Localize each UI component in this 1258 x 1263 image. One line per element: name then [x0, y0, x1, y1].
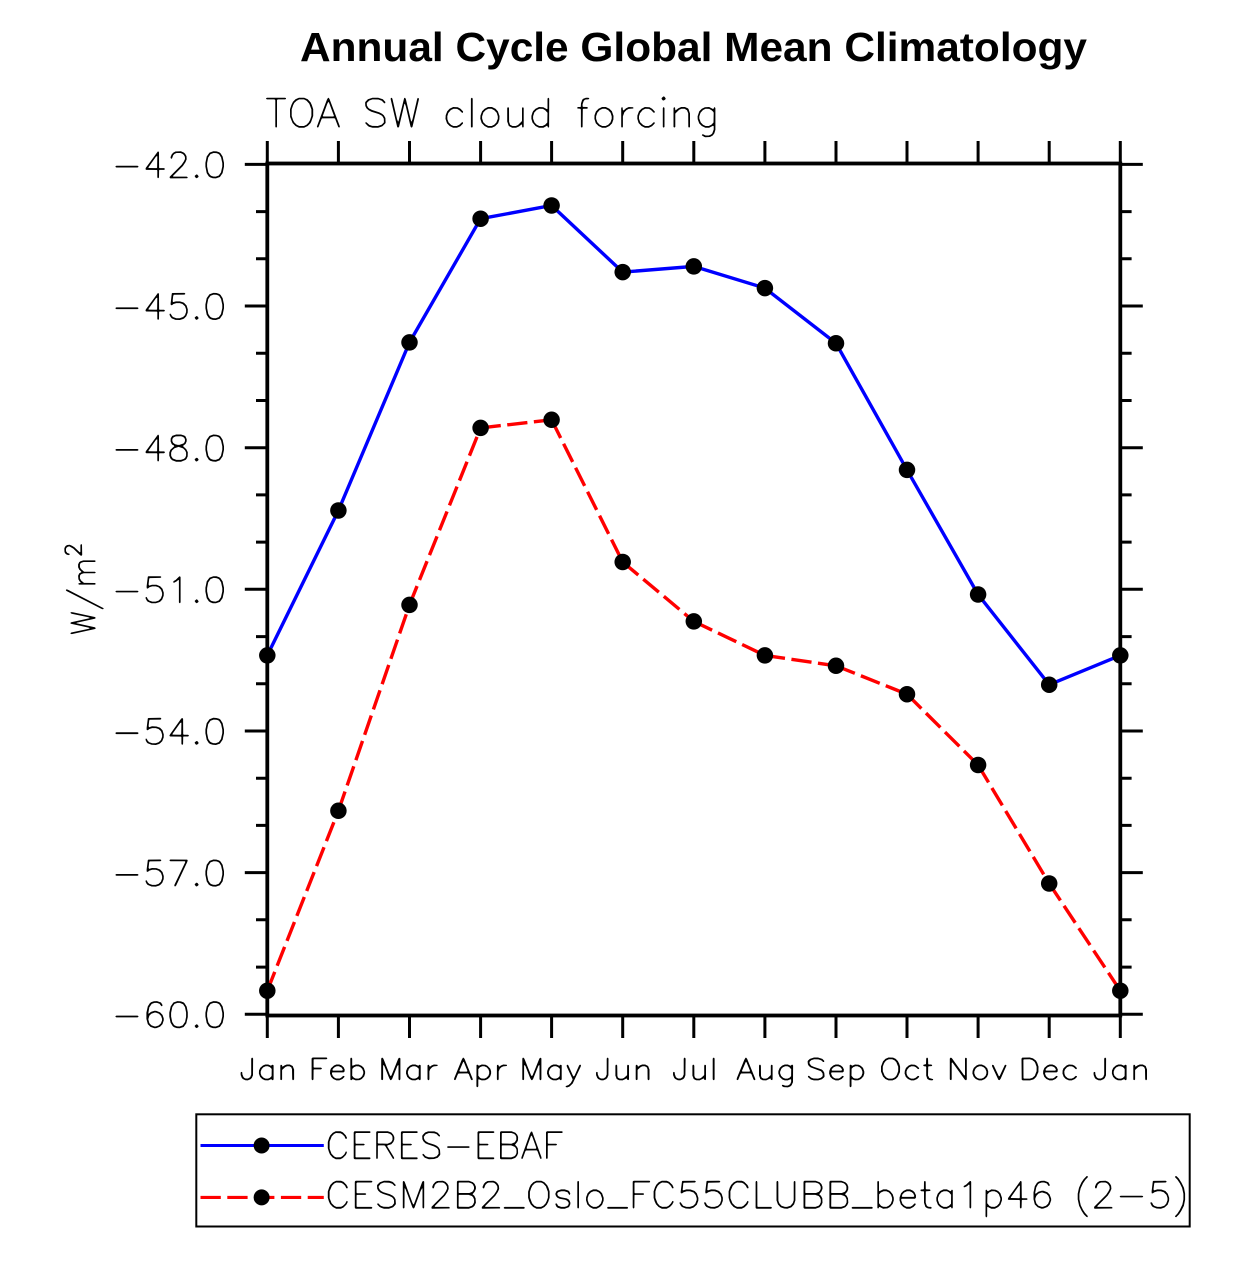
- svg-text:Annual Cycle Global Mean Clima: Annual Cycle Global Mean Climatology: [300, 24, 1088, 70]
